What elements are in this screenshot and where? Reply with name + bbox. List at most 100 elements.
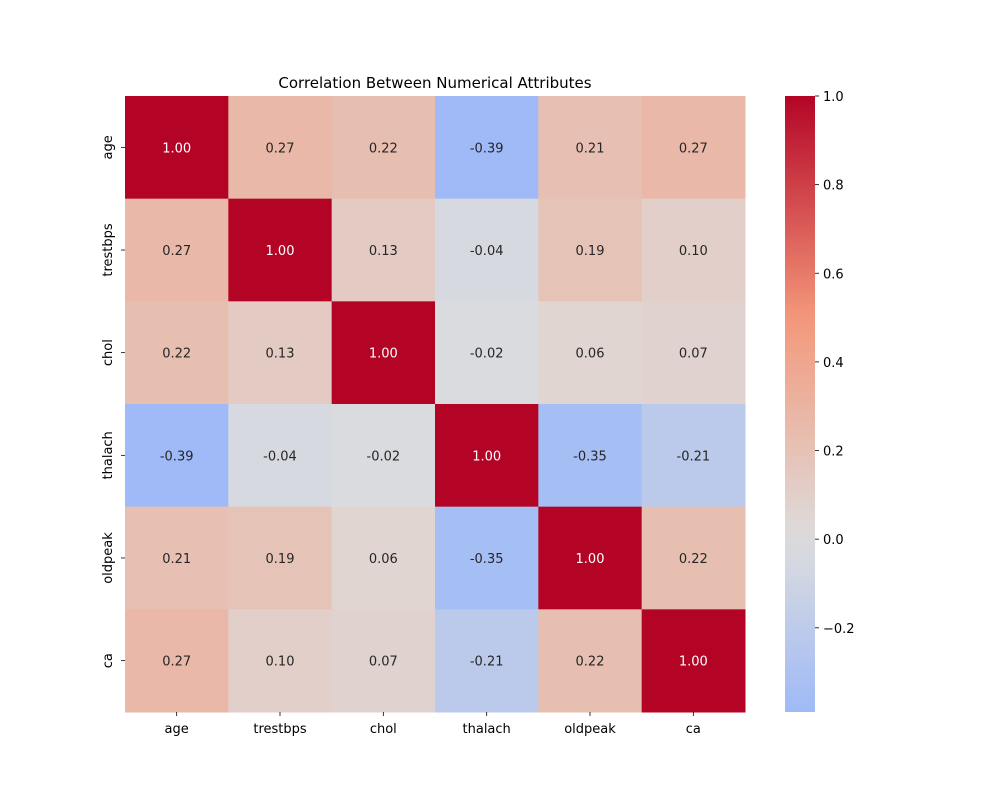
heatmap-cell-ca-trestbps	[228, 609, 333, 713]
cell-value-label: 0.22	[576, 655, 605, 670]
cell-value-label: 0.10	[679, 244, 708, 259]
cell-value-label: 0.06	[576, 347, 605, 362]
cell-value-label: -0.39	[470, 141, 504, 156]
heatmap-cell-oldpeak-oldpeak	[538, 506, 643, 610]
heatmap-cell-ca-age	[125, 609, 229, 713]
cell-value-label: -0.04	[470, 244, 504, 259]
y-tick-label: oldpeak	[101, 532, 116, 584]
cell-value-label: -0.35	[573, 449, 607, 464]
colorbar-tick-label: 1.0	[823, 90, 844, 105]
cell-value-label: 0.10	[266, 655, 295, 670]
x-tick-label: thalach	[463, 722, 511, 737]
cell-value-label: 0.21	[576, 141, 605, 156]
cell-value-label: -0.02	[367, 449, 401, 464]
heatmap-cell-age-trestbps	[228, 96, 333, 200]
colorbar-tick-label: 0.0	[823, 533, 844, 548]
cell-value-label: 0.19	[266, 552, 295, 567]
heatmap-cell-ca-ca	[641, 609, 746, 713]
heatmap-cell-trestbps-age	[125, 198, 229, 302]
chart-title: Correlation Between Numerical Attributes	[278, 74, 591, 92]
cell-value-label: 0.07	[679, 347, 708, 362]
cell-value-label: -0.02	[470, 347, 504, 362]
heatmap-cell-trestbps-oldpeak	[538, 198, 643, 302]
cell-value-label: 0.22	[369, 141, 398, 156]
heatmap-cell-oldpeak-thalach	[435, 506, 539, 610]
y-tick-label: ca	[101, 653, 116, 668]
cell-value-label: 0.13	[266, 347, 295, 362]
heatmap-cell-thalach-trestbps	[228, 404, 333, 508]
heatmap-cell-thalach-chol	[331, 404, 436, 508]
heatmap-cell-age-ca	[641, 96, 746, 200]
cell-value-label: -0.35	[470, 552, 504, 567]
heatmap-cell-ca-oldpeak	[538, 609, 643, 713]
heatmap-cell-oldpeak-trestbps	[228, 506, 333, 610]
heatmap-cell-age-thalach	[435, 96, 539, 200]
y-tick-label: thalach	[101, 431, 116, 479]
cell-value-label: 0.27	[162, 244, 191, 259]
heatmap-cell-trestbps-trestbps	[228, 198, 333, 302]
cell-value-label: 1.00	[369, 347, 398, 362]
cell-value-label: 0.27	[679, 141, 708, 156]
y-tick-label: age	[101, 135, 116, 159]
heatmap-cell-age-age	[125, 96, 229, 200]
heatmap-cell-ca-thalach	[435, 609, 539, 713]
heatmap-cell-trestbps-chol	[331, 198, 436, 302]
colorbar-tick-label: 0.4	[823, 356, 844, 371]
heatmap-cell-ca-chol	[331, 609, 436, 713]
cell-value-label: 0.21	[162, 552, 191, 567]
cell-value-label: 0.06	[369, 552, 398, 567]
colorbar-gradient	[785, 96, 815, 712]
cell-value-label: -0.21	[470, 655, 504, 670]
colorbar-tick-label: −0.2	[823, 622, 855, 637]
cell-value-label: -0.21	[677, 449, 711, 464]
heatmap-cell-oldpeak-age	[125, 506, 229, 610]
heatmap-cell-thalach-ca	[641, 404, 746, 508]
y-axis: age trestbps chol thalach oldpeak ca	[101, 135, 125, 668]
cell-value-label: -0.04	[263, 449, 297, 464]
colorbar-tick-label: 0.8	[823, 179, 844, 194]
heatmap-cell-age-oldpeak	[538, 96, 643, 200]
cell-value-label: 0.27	[162, 655, 191, 670]
heatmap-cell-trestbps-thalach	[435, 198, 539, 302]
cell-value-label: 0.22	[162, 347, 191, 362]
cell-value-label: 1.00	[162, 141, 191, 156]
colorbar: 1.0 0.8 0.6 0.4 0.2 0.0 −0.2	[785, 90, 855, 712]
cell-value-label: 0.13	[369, 244, 398, 259]
heatmap-cell-thalach-oldpeak	[538, 404, 643, 508]
cell-value-label: 0.19	[576, 244, 605, 259]
x-axis: age trestbps chol thalach oldpeak ca	[165, 712, 701, 737]
heatmap-cell-chol-thalach	[435, 301, 539, 405]
cell-value-label: 0.07	[369, 655, 398, 670]
cell-value-label: 1.00	[266, 244, 295, 259]
x-tick-label: oldpeak	[564, 722, 616, 737]
heatmap-cell-trestbps-ca	[641, 198, 746, 302]
x-tick-label: ca	[686, 722, 701, 737]
heatmap-cell-thalach-thalach	[435, 404, 539, 508]
x-tick-label: age	[165, 722, 189, 737]
y-tick-label: chol	[101, 339, 116, 366]
heatmap-cells	[125, 96, 746, 713]
cell-value-label: 1.00	[576, 552, 605, 567]
heatmap-cell-chol-ca	[641, 301, 746, 405]
colorbar-tick-label: 0.6	[823, 267, 844, 282]
heatmap-cell-chol-trestbps	[228, 301, 333, 405]
x-tick-label: trestbps	[253, 722, 307, 737]
x-tick-label: chol	[370, 722, 397, 737]
heatmap-cell-chol-chol	[331, 301, 436, 405]
cell-value-label: 0.22	[679, 552, 708, 567]
heatmap-annotations: 1.00 0.27 0.22 -0.39 0.21 0.27 0.27 1.00 0.13 -0.…	[160, 141, 710, 669]
heatmap-cell-age-chol	[331, 96, 436, 200]
cell-value-label: 1.00	[472, 449, 501, 464]
heatmap-cell-thalach-age	[125, 404, 229, 508]
cell-value-label: -0.39	[160, 449, 194, 464]
y-tick-label: trestbps	[101, 223, 116, 277]
heatmap-cell-chol-oldpeak	[538, 301, 643, 405]
heatmap-cell-oldpeak-ca	[641, 506, 746, 610]
colorbar-tick-label: 0.2	[823, 445, 844, 460]
heatmap-cell-chol-age	[125, 301, 229, 405]
cell-value-label: 0.27	[266, 141, 295, 156]
heatmap-cell-oldpeak-chol	[331, 506, 436, 610]
cell-value-label: 1.00	[679, 655, 708, 670]
